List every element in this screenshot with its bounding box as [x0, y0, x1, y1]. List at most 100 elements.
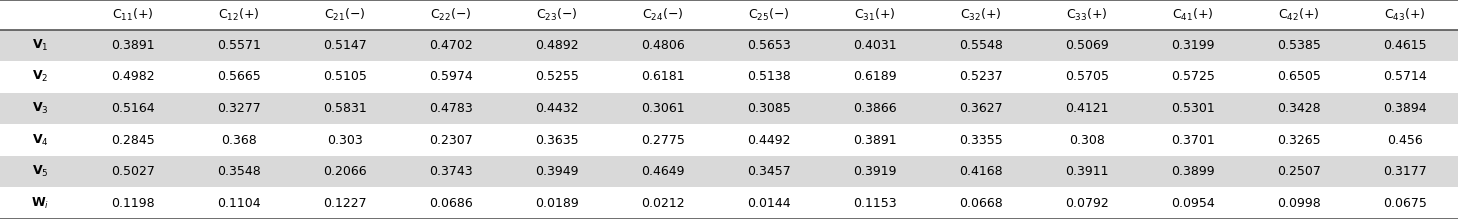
- Text: 0.1198: 0.1198: [111, 197, 155, 210]
- Text: 0.5027: 0.5027: [111, 165, 155, 178]
- Text: 0.2066: 0.2066: [324, 165, 367, 178]
- Text: 0.1153: 0.1153: [853, 197, 897, 210]
- Bar: [0, 30, 1458, 61]
- Text: C$_{21}$(−): C$_{21}$(−): [324, 7, 366, 23]
- Text: 0.3899: 0.3899: [1171, 165, 1215, 178]
- Text: 0.4492: 0.4492: [748, 134, 790, 147]
- Text: 0.5548: 0.5548: [959, 39, 1003, 52]
- Text: C$_{31}$(+): C$_{31}$(+): [854, 7, 895, 23]
- Text: C$_{12}$(+): C$_{12}$(+): [219, 7, 260, 23]
- Text: 0.2775: 0.2775: [642, 134, 685, 147]
- Text: V$_1$: V$_1$: [32, 38, 48, 53]
- Text: 0.456: 0.456: [1387, 134, 1423, 147]
- Text: 0.3265: 0.3265: [1277, 134, 1321, 147]
- Text: 0.3635: 0.3635: [535, 134, 579, 147]
- Text: 0.5237: 0.5237: [959, 71, 1003, 83]
- Text: C$_{33}$(+): C$_{33}$(+): [1066, 7, 1108, 23]
- Text: 0.5714: 0.5714: [1384, 71, 1427, 83]
- Text: 0.3743: 0.3743: [429, 165, 472, 178]
- Text: 0.3949: 0.3949: [535, 165, 579, 178]
- Text: 0.1227: 0.1227: [324, 197, 367, 210]
- Text: 0.0189: 0.0189: [535, 197, 579, 210]
- Text: 0.3428: 0.3428: [1277, 102, 1321, 115]
- Text: V$_2$: V$_2$: [32, 69, 48, 85]
- Text: 0.5705: 0.5705: [1064, 71, 1110, 83]
- Text: 0.3911: 0.3911: [1066, 165, 1108, 178]
- Text: 0.5653: 0.5653: [746, 39, 792, 52]
- Text: 0.3627: 0.3627: [959, 102, 1003, 115]
- Text: 0.0954: 0.0954: [1171, 197, 1215, 210]
- Text: 0.1104: 0.1104: [217, 197, 261, 210]
- Text: 0.3277: 0.3277: [217, 102, 261, 115]
- Text: V$_3$: V$_3$: [32, 101, 48, 116]
- Text: 0.5164: 0.5164: [111, 102, 155, 115]
- Text: 0.4432: 0.4432: [535, 102, 579, 115]
- Text: C$_{43}$(+): C$_{43}$(+): [1384, 7, 1426, 23]
- Text: 0.5255: 0.5255: [535, 71, 579, 83]
- Text: 0.0686: 0.0686: [429, 197, 472, 210]
- Text: 0.368: 0.368: [222, 134, 257, 147]
- Text: V$_4$: V$_4$: [32, 132, 48, 148]
- Text: 0.3085: 0.3085: [746, 102, 792, 115]
- Text: C$_{11}$(+): C$_{11}$(+): [112, 7, 155, 23]
- Text: 0.0144: 0.0144: [748, 197, 790, 210]
- Text: 0.5069: 0.5069: [1066, 39, 1110, 52]
- Text: 0.3199: 0.3199: [1171, 39, 1215, 52]
- Text: 0.5831: 0.5831: [324, 102, 367, 115]
- Text: 0.308: 0.308: [1069, 134, 1105, 147]
- Text: 0.3177: 0.3177: [1384, 165, 1427, 178]
- Text: C$_{25}$(−): C$_{25}$(−): [748, 7, 790, 23]
- Bar: [0, 93, 1458, 124]
- Text: 0.0998: 0.0998: [1277, 197, 1321, 210]
- Text: 0.0792: 0.0792: [1066, 197, 1110, 210]
- Text: 0.4982: 0.4982: [111, 71, 155, 83]
- Text: 0.0212: 0.0212: [642, 197, 685, 210]
- Text: 0.2307: 0.2307: [429, 134, 472, 147]
- Text: 0.2845: 0.2845: [111, 134, 155, 147]
- Text: 0.3701: 0.3701: [1171, 134, 1215, 147]
- Text: 0.3548: 0.3548: [217, 165, 261, 178]
- Text: 0.4806: 0.4806: [642, 39, 685, 52]
- Text: 0.4649: 0.4649: [642, 165, 685, 178]
- Text: 0.4031: 0.4031: [853, 39, 897, 52]
- Text: C$_{41}$(+): C$_{41}$(+): [1172, 7, 1215, 23]
- Text: 0.3355: 0.3355: [959, 134, 1003, 147]
- Text: 0.5665: 0.5665: [217, 71, 261, 83]
- Text: 0.5385: 0.5385: [1277, 39, 1321, 52]
- Text: 0.5105: 0.5105: [324, 71, 367, 83]
- Text: 0.5974: 0.5974: [429, 71, 472, 83]
- Text: 0.303: 0.303: [327, 134, 363, 147]
- Text: 0.3061: 0.3061: [642, 102, 685, 115]
- Text: 0.4702: 0.4702: [429, 39, 472, 52]
- Text: 0.4892: 0.4892: [535, 39, 579, 52]
- Text: V$_5$: V$_5$: [32, 164, 48, 179]
- Bar: [0, 156, 1458, 187]
- Text: 0.5147: 0.5147: [324, 39, 367, 52]
- Text: 0.6505: 0.6505: [1277, 71, 1321, 83]
- Text: C$_{24}$(−): C$_{24}$(−): [643, 7, 684, 23]
- Text: 0.3891: 0.3891: [111, 39, 155, 52]
- Text: 0.3457: 0.3457: [746, 165, 792, 178]
- Text: 0.0675: 0.0675: [1384, 197, 1427, 210]
- Text: 0.3894: 0.3894: [1384, 102, 1427, 115]
- Text: 0.4121: 0.4121: [1066, 102, 1108, 115]
- Text: 0.3919: 0.3919: [853, 165, 897, 178]
- Text: C$_{32}$(+): C$_{32}$(+): [961, 7, 1002, 23]
- Text: 0.5725: 0.5725: [1171, 71, 1215, 83]
- Text: W$_i$: W$_i$: [31, 196, 50, 211]
- Text: 0.4783: 0.4783: [429, 102, 472, 115]
- Text: 0.5301: 0.5301: [1171, 102, 1215, 115]
- Text: 0.4615: 0.4615: [1384, 39, 1427, 52]
- Text: 0.6189: 0.6189: [853, 71, 897, 83]
- Text: C$_{22}$(−): C$_{22}$(−): [430, 7, 472, 23]
- Text: 0.5138: 0.5138: [746, 71, 792, 83]
- Text: 0.5571: 0.5571: [217, 39, 261, 52]
- Text: C$_{42}$(+): C$_{42}$(+): [1279, 7, 1319, 23]
- Text: 0.0668: 0.0668: [959, 197, 1003, 210]
- Text: 0.2507: 0.2507: [1277, 165, 1321, 178]
- Text: 0.4168: 0.4168: [959, 165, 1003, 178]
- Text: 0.3866: 0.3866: [853, 102, 897, 115]
- Text: C$_{23}$(−): C$_{23}$(−): [537, 7, 577, 23]
- Text: 0.3891: 0.3891: [853, 134, 897, 147]
- Text: 0.6181: 0.6181: [642, 71, 685, 83]
